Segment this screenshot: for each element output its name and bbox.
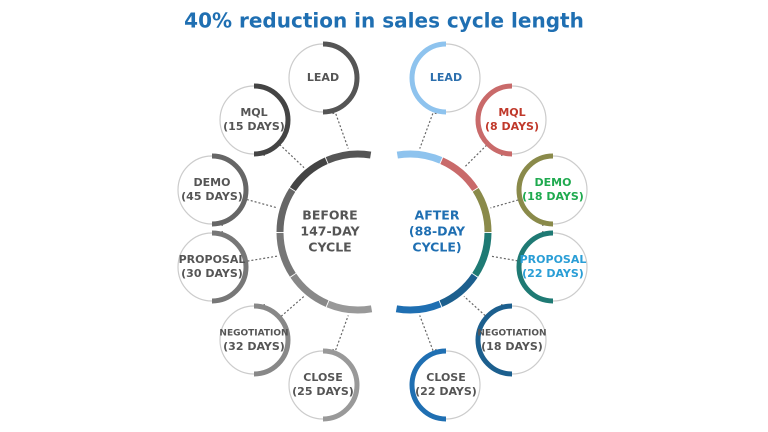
cycle-arc xyxy=(289,157,328,192)
stage-arc xyxy=(211,153,249,227)
title: 40% reduction in sales cycle length xyxy=(184,9,584,33)
stage-arc xyxy=(409,41,447,115)
stage-label: PROPOSAL xyxy=(179,253,246,266)
cycle-arc xyxy=(325,150,372,164)
cycle-label: 147-DAY xyxy=(300,224,360,239)
stage-label: (30 DAYS) xyxy=(181,267,243,280)
stage-label: (22 DAYS) xyxy=(522,267,584,280)
stage-label: DEMO xyxy=(535,176,572,189)
cycle-arc xyxy=(326,300,373,314)
connector xyxy=(332,112,349,149)
stage-label: MQL xyxy=(498,106,525,119)
stage-label: NEGOTIATION xyxy=(219,329,288,339)
stage-label: (45 DAYS) xyxy=(181,190,243,203)
stage-arc xyxy=(475,303,513,377)
stage-label: PROPOSAL xyxy=(520,253,587,266)
stage-arc xyxy=(409,348,447,422)
stage-label: (8 DAYS) xyxy=(485,120,539,133)
connector xyxy=(332,315,349,351)
cycle-label: AFTER xyxy=(415,208,460,223)
stage-label: (22 DAYS) xyxy=(415,385,477,398)
stage-arc xyxy=(253,303,291,377)
cycle-arc xyxy=(276,188,296,233)
stage-arc xyxy=(516,153,554,227)
stage-label: CLOSE xyxy=(426,371,465,384)
stage-label: (32 DAYS) xyxy=(223,340,285,353)
cycle-label: CYCLE xyxy=(308,240,351,255)
cycle-arc xyxy=(440,157,479,192)
connector xyxy=(263,143,305,169)
stage-label: (25 DAYS) xyxy=(292,385,354,398)
stage-label: (18 DAYS) xyxy=(481,340,543,353)
cycle-label: CYCLE) xyxy=(412,240,461,255)
stage-arc xyxy=(211,230,249,304)
cycle-label: BEFORE xyxy=(302,208,357,223)
stage-label: (15 DAYS) xyxy=(223,120,285,133)
connector xyxy=(419,315,437,351)
stage-label: CLOSE xyxy=(303,371,342,384)
cycle-arc xyxy=(472,232,492,277)
stage-arc xyxy=(253,83,291,157)
cycle-arc xyxy=(396,150,443,164)
connector xyxy=(419,112,437,149)
cycle-arc xyxy=(290,273,329,307)
stage-label: LEAD xyxy=(430,71,462,84)
stage-label: DEMO xyxy=(194,176,231,189)
stage-label: LEAD xyxy=(307,71,339,84)
stage-label: NEGOTIATION xyxy=(477,329,546,339)
cycle-arc xyxy=(472,188,492,233)
stage-arc xyxy=(322,348,360,422)
stage-arc xyxy=(516,230,554,304)
stage-label: MQL xyxy=(240,106,267,119)
cycle-arc xyxy=(439,273,478,307)
cycle-arc xyxy=(395,300,442,314)
cycle-label: (88-DAY xyxy=(409,224,466,239)
stage-arc xyxy=(322,41,360,115)
stage-label: (18 DAYS) xyxy=(522,190,584,203)
stage-arc xyxy=(475,83,513,157)
cycle-arc xyxy=(276,232,296,277)
